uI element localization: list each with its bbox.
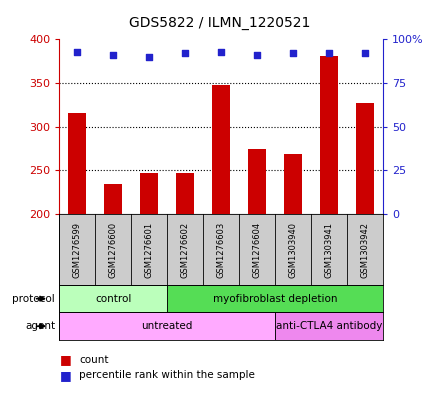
Bar	[167, 285, 383, 312]
Bar	[104, 184, 122, 214]
Text: control: control	[95, 294, 132, 304]
Bar	[68, 113, 86, 214]
Bar	[284, 154, 302, 214]
Text: GSM1276600: GSM1276600	[109, 222, 118, 277]
Point	[74, 48, 81, 55]
Text: GSM1276599: GSM1276599	[73, 222, 82, 277]
Bar	[140, 173, 158, 214]
Text: anti-CTLA4 antibody: anti-CTLA4 antibody	[276, 321, 382, 331]
Point	[218, 48, 225, 55]
Point	[110, 52, 117, 58]
Text: GSM1303940: GSM1303940	[289, 222, 297, 277]
Text: GSM1276603: GSM1276603	[216, 221, 226, 278]
Text: ■: ■	[59, 353, 71, 366]
Text: GSM1276601: GSM1276601	[145, 222, 154, 277]
Bar	[212, 85, 230, 214]
Point	[290, 50, 297, 57]
Text: percentile rank within the sample: percentile rank within the sample	[79, 370, 255, 380]
Bar	[320, 56, 338, 214]
Bar	[176, 173, 194, 214]
Text: untreated: untreated	[142, 321, 193, 331]
Point	[326, 50, 333, 57]
Text: GSM1303941: GSM1303941	[324, 222, 334, 277]
Point	[182, 50, 189, 57]
Text: protocol: protocol	[12, 294, 55, 304]
Text: GDS5822 / ILMN_1220521: GDS5822 / ILMN_1220521	[129, 16, 311, 30]
Text: agent: agent	[25, 321, 55, 331]
Text: GSM1276602: GSM1276602	[181, 222, 190, 277]
Text: myofibroblast depletion: myofibroblast depletion	[213, 294, 337, 304]
Text: GSM1303942: GSM1303942	[360, 222, 369, 277]
Point	[253, 52, 260, 58]
Bar	[248, 149, 266, 214]
Point	[361, 50, 368, 57]
Text: count: count	[79, 354, 109, 365]
Text: GSM1276604: GSM1276604	[253, 222, 261, 277]
Bar	[59, 312, 275, 340]
Text: ■: ■	[59, 369, 71, 382]
Point	[146, 53, 153, 60]
Bar	[59, 285, 167, 312]
Bar	[275, 312, 383, 340]
Bar	[356, 103, 374, 214]
